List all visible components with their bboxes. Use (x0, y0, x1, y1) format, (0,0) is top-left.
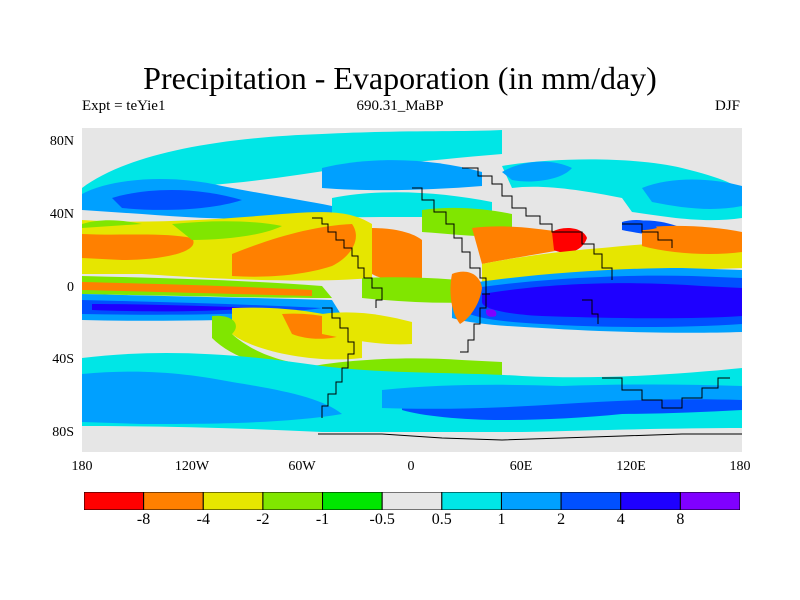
east-asia-orange (642, 225, 742, 254)
west-pacific-blue (622, 220, 657, 231)
atlantic-orange-north (372, 228, 422, 281)
colorbar-box (620, 492, 681, 510)
atlantic-yellow-band (322, 312, 412, 345)
experiment-label: Expt = teYie1 (82, 98, 166, 114)
siberia-light-blue (502, 161, 742, 209)
nh-cyan-band (82, 130, 502, 194)
colorbar-label: -4 (196, 511, 210, 528)
lon-label-180e: 180 (729, 459, 751, 474)
lat-label-40s: 40S (52, 352, 74, 367)
lon-label-0: 0 (407, 459, 415, 474)
antarctic-region (82, 428, 742, 452)
sh-light-blue-indian (382, 384, 742, 409)
nh-pacific-blue-core (112, 189, 242, 210)
violet-core (486, 309, 497, 317)
colorbar-label: -0.5 (369, 511, 395, 528)
colorbar-box (202, 492, 264, 510)
nh-green-fringe (82, 220, 282, 240)
colorbar-box (381, 492, 443, 510)
colorbar-box (322, 492, 383, 510)
lon-label-180w: 180 (71, 459, 93, 474)
land-outlines (312, 167, 742, 441)
colorbar-label: -1 (315, 511, 330, 528)
colorbar-label: 1 (497, 511, 506, 528)
colorbar-box (560, 492, 622, 510)
plot-title: Precipitation - Evaporation (in mm/day) (143, 60, 657, 96)
colorbar-box (84, 492, 145, 510)
east-africa-orange (450, 271, 482, 324)
nh-subtropical-orange (82, 234, 194, 260)
lon-label-60w: 60W (288, 459, 316, 474)
colorbar-box (441, 492, 502, 510)
nh-pacific-orange-east (232, 224, 356, 277)
colorbar-label: -8 (136, 511, 151, 528)
colorbar-label: -2 (256, 511, 270, 528)
lat-label-40n: 40N (49, 207, 74, 222)
colorbar-box (679, 492, 740, 510)
colorbar-box (262, 492, 324, 510)
time-label: 690.31_MaBP (356, 98, 444, 114)
lon-label-60e: 60E (509, 459, 533, 474)
lon-label-120w: 120W (174, 459, 210, 474)
nh-atlantic-light-blue (322, 160, 482, 191)
lon-label-120e: 120E (616, 459, 646, 474)
colorbar (84, 492, 740, 510)
sh-light-blue-band (82, 371, 342, 424)
season-label: DJF (714, 98, 740, 114)
indo-pacific-deep-blue (482, 283, 742, 319)
colorbar-box (500, 492, 562, 510)
lat-label-80s: 80S (52, 425, 74, 440)
asia-red (552, 228, 587, 253)
precip-evap-map (82, 128, 742, 452)
colorbar-label: 4 (616, 511, 625, 528)
lat-label-0: 0 (67, 280, 74, 295)
equatorial-orange-band (82, 282, 312, 296)
colorbar-label: 0.5 (431, 511, 452, 528)
lat-label-80n: 80N (49, 134, 74, 149)
colorbar-label: 2 (557, 511, 566, 528)
colorbar-label: 8 (676, 511, 685, 528)
colorbar-box (143, 492, 204, 510)
itcz-deep-blue (92, 304, 262, 312)
